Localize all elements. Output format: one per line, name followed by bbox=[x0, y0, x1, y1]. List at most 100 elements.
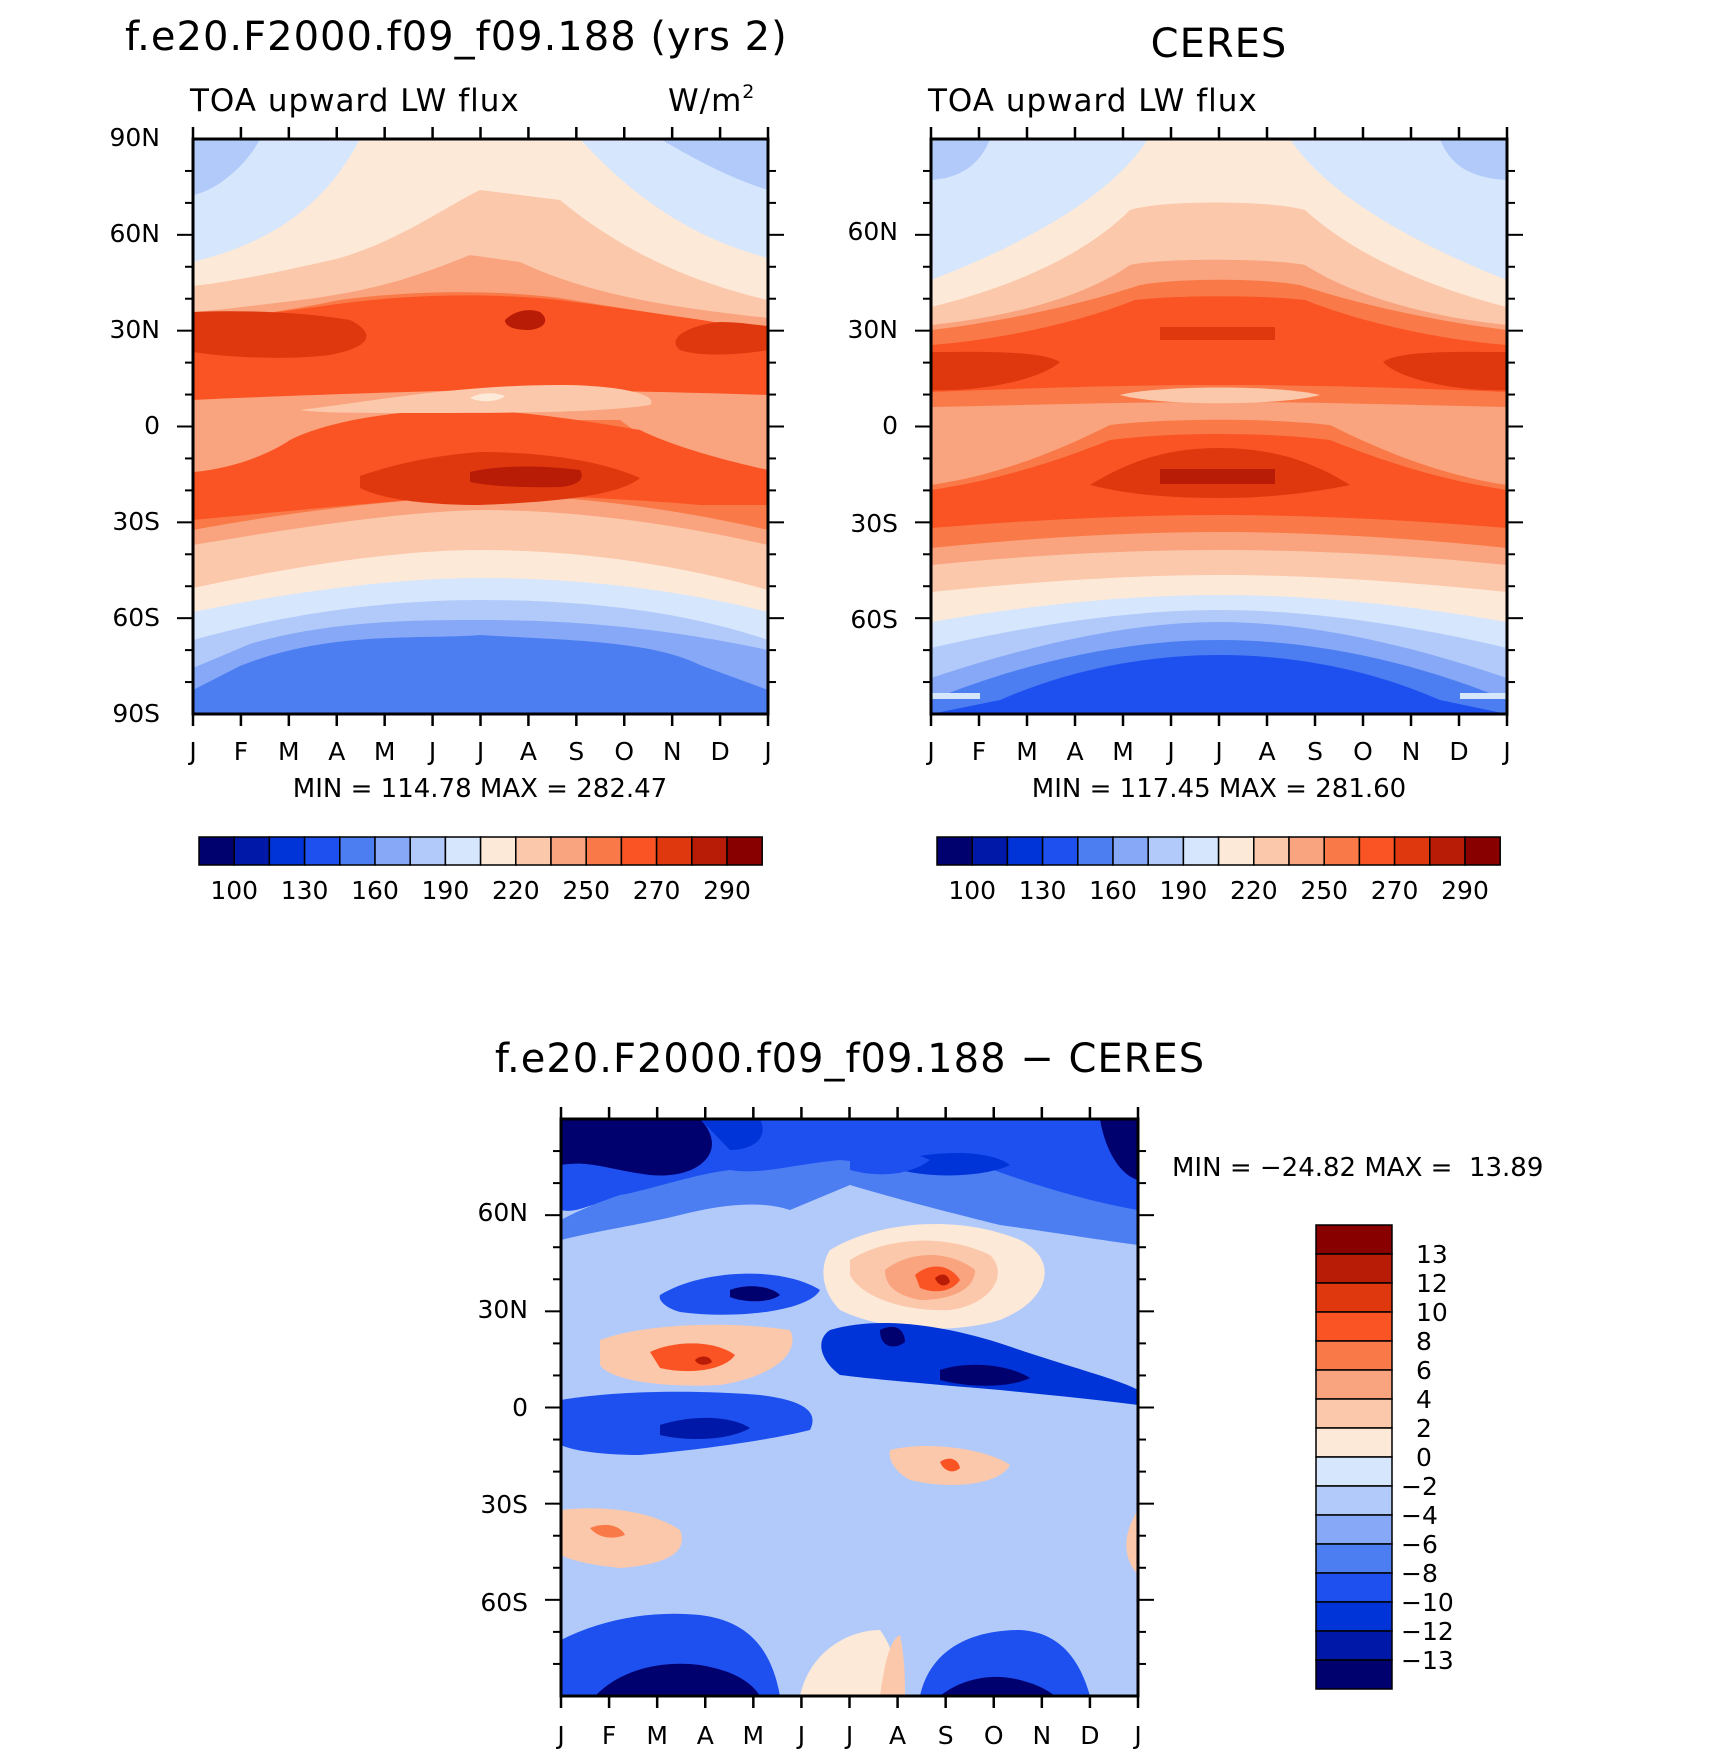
x-tick-label-7: A bbox=[1258, 737, 1275, 766]
obs-ytick: 30N bbox=[847, 315, 898, 344]
x-tick-label-0: J bbox=[187, 737, 196, 766]
obs-stats: MIN = 117.45 MAX = 281.60 bbox=[1032, 774, 1406, 804]
colorbar-swatch-12 bbox=[620, 836, 658, 866]
diff-band-pos-20n-max bbox=[695, 1356, 712, 1365]
colorbar-swatch-6 bbox=[1147, 836, 1185, 866]
x-tick-label-4: M bbox=[374, 737, 396, 766]
colorbar-swatch-1 bbox=[971, 836, 1009, 866]
colorbar-swatch-6 bbox=[409, 836, 447, 866]
colorbar-swatch-15 bbox=[726, 836, 763, 866]
x-tick-label-1: F bbox=[602, 1721, 616, 1750]
model-units-exp: 2 bbox=[742, 81, 755, 103]
x-tick-label-11: D bbox=[710, 737, 729, 766]
obs-subtitle: TOA upward LW flux bbox=[927, 83, 1258, 119]
diff-stats: MIN = −24.82 MAX = 13.89 bbox=[1172, 1153, 1543, 1183]
colorbar-swatch-1 bbox=[1315, 1253, 1393, 1284]
colorbar-swatch-11 bbox=[1315, 1543, 1393, 1574]
model-y-labels: 90N 60N 30N 0 30S 60S 90S bbox=[109, 123, 160, 728]
diff-band-north-m12 bbox=[700, 1119, 1010, 1176]
diff-band-neg-30n-core bbox=[730, 1286, 780, 1302]
colorbar-label-0: 100 bbox=[948, 876, 996, 905]
colorbar-label-7: 290 bbox=[703, 876, 751, 905]
x-tick-label-1: F bbox=[234, 737, 248, 766]
diff-colorbar bbox=[1315, 1224, 1393, 1690]
x-tick-label-0: J bbox=[555, 1721, 564, 1750]
colorbar-label-3: 190 bbox=[1160, 876, 1208, 905]
diff-band-pos-40s bbox=[561, 1508, 682, 1568]
model-ytick: 60N bbox=[109, 219, 160, 248]
colorbar-swatch-13 bbox=[655, 836, 693, 866]
x-tick-label-12: J bbox=[762, 737, 771, 766]
obs-polar-mark-right bbox=[1460, 693, 1507, 699]
obs-ytick: 60N bbox=[847, 217, 898, 246]
x-tick-label-12: J bbox=[1501, 737, 1510, 766]
x-tick-label-11: D bbox=[1449, 737, 1468, 766]
colorbar-swatch-8 bbox=[1217, 836, 1255, 866]
diff-band-south-m13 bbox=[595, 1663, 1055, 1696]
model-band-b10-north bbox=[505, 310, 546, 330]
colorbar-label-4: 220 bbox=[1230, 876, 1278, 905]
obs-band-b11-north bbox=[1160, 327, 1275, 340]
colorbar-swatch-9 bbox=[1253, 836, 1290, 866]
x-tick-label-12: J bbox=[1132, 1721, 1141, 1750]
colorbar-swatch-14 bbox=[1429, 836, 1466, 866]
obs-field bbox=[931, 139, 1507, 714]
diff-band-south-pos-strip bbox=[880, 1635, 905, 1696]
colorbar-label-3: 190 bbox=[422, 876, 470, 905]
x-tick-label-2: M bbox=[278, 737, 300, 766]
x-tick-label-1: F bbox=[972, 737, 986, 766]
diff-band-pos-40s-east bbox=[1126, 1510, 1138, 1575]
colorbar-label-6: 2 bbox=[1416, 1414, 1432, 1443]
obs-ytick: 30S bbox=[850, 509, 898, 538]
colorbar-label-10: −6 bbox=[1401, 1530, 1438, 1559]
colorbar-swatch-0 bbox=[936, 836, 973, 866]
colorbar-swatch-14 bbox=[1315, 1630, 1393, 1661]
colorbar-swatch-0 bbox=[198, 836, 235, 866]
model-band-b5-equator bbox=[470, 393, 505, 402]
x-tick-label-10: N bbox=[663, 737, 682, 766]
colorbar-label-5: 250 bbox=[562, 876, 610, 905]
colorbar-label-3: 8 bbox=[1416, 1327, 1432, 1356]
x-tick-label-5: J bbox=[427, 737, 436, 766]
obs-ytick: 60S bbox=[850, 605, 898, 634]
colorbar-label-9: −4 bbox=[1401, 1501, 1438, 1530]
x-tick-label-7: A bbox=[520, 737, 537, 766]
colorbar-label-0: 100 bbox=[210, 876, 258, 905]
colorbar-swatch-10 bbox=[550, 836, 587, 866]
colorbar-label-0: 13 bbox=[1416, 1240, 1448, 1269]
obs-axis-ticks bbox=[915, 127, 1523, 726]
obs-polar-mark-left bbox=[931, 693, 980, 699]
model-units-base: W/m bbox=[668, 83, 742, 119]
x-tick-label-7: A bbox=[889, 1721, 906, 1750]
obs-ytick: 0 bbox=[882, 411, 898, 440]
x-tick-label-8: S bbox=[1307, 737, 1323, 766]
colorbar-label-2: 10 bbox=[1416, 1298, 1448, 1327]
obs-band-b9 bbox=[931, 296, 1507, 528]
colorbar-swatch-7 bbox=[444, 836, 482, 866]
diff-band-north-m10 bbox=[850, 1152, 930, 1175]
model-subtitle: TOA upward LW flux bbox=[189, 83, 520, 119]
model-colorbar bbox=[198, 836, 763, 866]
panel-model: f.e20.F2000.f09_f09.188 (yrs 2) TOA upwa… bbox=[109, 14, 788, 905]
diff-ytick: 0 bbox=[512, 1393, 528, 1422]
colorbar-swatch-3 bbox=[1315, 1311, 1393, 1342]
diff-ytick: 30S bbox=[480, 1490, 528, 1519]
x-tick-label-3: A bbox=[697, 1721, 714, 1750]
colorbar-swatch-9 bbox=[515, 836, 552, 866]
colorbar-swatch-15 bbox=[1315, 1659, 1393, 1690]
colorbar-label-4: 6 bbox=[1416, 1356, 1432, 1385]
model-title: f.e20.F2000.f09_f09.188 (yrs 2) bbox=[125, 14, 788, 60]
diff-band-pos-40s-core bbox=[590, 1524, 625, 1538]
x-tick-label-6: J bbox=[844, 1721, 853, 1750]
model-field bbox=[193, 139, 768, 714]
model-colorbar-labels: 100 130 160 190 220 250 270 290 bbox=[210, 876, 751, 905]
obs-band-b7-equator bbox=[1120, 387, 1320, 404]
obs-band-b11-south bbox=[1160, 469, 1275, 484]
colorbar-swatch-9 bbox=[1315, 1485, 1393, 1516]
diff-ytick: 60S bbox=[480, 1588, 528, 1617]
obs-colorbar-labels: 100 130 160 190 220 250 270 290 bbox=[948, 876, 1489, 905]
diff-axis-ticks bbox=[545, 1107, 1154, 1708]
colorbar-swatch-11 bbox=[585, 836, 623, 866]
